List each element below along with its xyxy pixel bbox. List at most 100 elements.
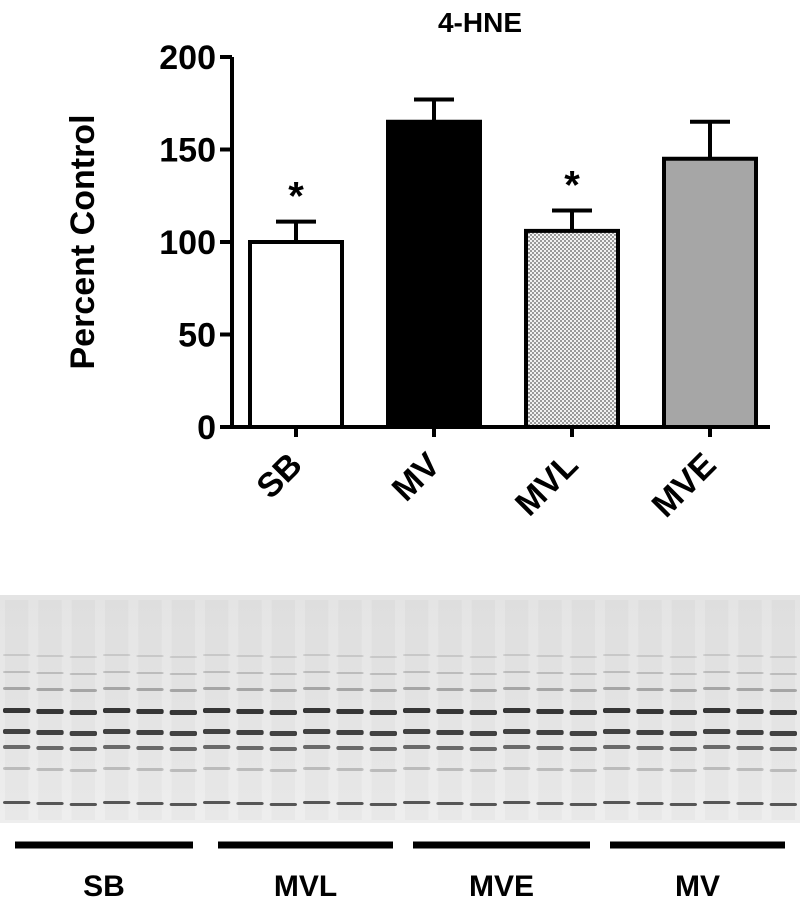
blot-band <box>403 767 431 770</box>
blot-band <box>169 656 197 658</box>
blot-band <box>169 673 197 675</box>
blot-band <box>603 654 631 656</box>
blot-band <box>169 803 197 806</box>
bar <box>662 156 758 429</box>
blot-band <box>203 729 231 734</box>
blot-band <box>469 747 497 751</box>
blot-band <box>436 746 464 750</box>
blot-band <box>569 710 597 715</box>
blot-band <box>169 731 197 736</box>
blot-band <box>569 673 597 675</box>
blot-band <box>769 747 797 751</box>
blot-lane-smear <box>371 600 395 820</box>
group-label: MVE <box>469 870 534 898</box>
blot-band <box>769 673 797 675</box>
blot-band <box>103 745 131 749</box>
blot-band <box>203 654 231 656</box>
blot-band <box>269 673 297 675</box>
blot-band <box>636 672 664 674</box>
blot-band <box>169 689 197 692</box>
blot-lane-smear <box>471 600 495 820</box>
y-tick-label: 150 <box>159 132 216 170</box>
blot-band <box>269 656 297 658</box>
blot-band <box>703 687 731 690</box>
blot-band <box>36 730 64 735</box>
blot-band <box>603 729 631 734</box>
blot-band <box>536 746 564 750</box>
blot-band <box>536 655 564 657</box>
blot-band <box>369 710 397 715</box>
blot-band <box>303 687 331 690</box>
blot-band <box>136 672 164 674</box>
blot-band <box>336 672 364 674</box>
blot-lane-smear <box>571 600 595 820</box>
blot-lane-smear <box>5 600 29 820</box>
blot-band <box>569 656 597 658</box>
blot-band <box>503 767 531 770</box>
blot-band <box>236 802 264 805</box>
x-tick-label: MVE <box>645 446 724 525</box>
blot-band <box>336 730 364 735</box>
blot-band <box>603 745 631 749</box>
blot-band <box>269 689 297 692</box>
blot-band <box>269 803 297 806</box>
blot-band <box>369 731 397 736</box>
blot-band <box>69 747 97 751</box>
y-tick-label: 50 <box>178 317 216 355</box>
group-label: MVL <box>274 870 337 898</box>
blot-band <box>669 673 697 675</box>
blot-band <box>736 746 764 750</box>
blot-lane-smear <box>105 600 129 820</box>
blot-band <box>503 671 531 673</box>
blot-band <box>469 803 497 806</box>
blot-band <box>469 731 497 736</box>
blot-band <box>136 746 164 750</box>
blot-band <box>69 731 97 736</box>
blot-band <box>736 768 764 771</box>
blot-lane-smear <box>538 600 562 820</box>
blot-band <box>236 746 264 750</box>
blot-band <box>536 688 564 691</box>
blot-band <box>269 769 297 772</box>
blot-band <box>303 671 331 673</box>
group-label: MV <box>675 870 720 898</box>
blot-band <box>703 745 731 749</box>
blot-band <box>536 730 564 735</box>
blot-band <box>469 689 497 692</box>
blot-band <box>703 767 731 770</box>
y-tick-label: 100 <box>159 224 216 262</box>
blot-band <box>603 801 631 804</box>
blot-band <box>736 802 764 805</box>
blot-band <box>536 768 564 771</box>
blot-band <box>369 769 397 772</box>
blot-band <box>136 768 164 771</box>
blot-band <box>436 709 464 714</box>
blot-band <box>103 687 131 690</box>
blot-band <box>403 687 431 690</box>
bar <box>524 228 620 429</box>
blot-band <box>703 671 731 673</box>
blot-band <box>203 745 231 749</box>
blot-band <box>403 801 431 804</box>
blot-band <box>36 655 64 657</box>
blot-lane-smear <box>171 600 195 820</box>
blot-lane-smear <box>505 600 529 820</box>
y-tick-label: 0 <box>197 409 216 447</box>
blot-band <box>303 745 331 749</box>
blot-band <box>669 656 697 658</box>
blot-band <box>269 731 297 736</box>
blot-band <box>236 709 264 714</box>
blot-band <box>336 802 364 805</box>
blot-lane-smear <box>605 600 629 820</box>
blot-band <box>703 708 731 713</box>
blot-band <box>136 802 164 805</box>
blot-band <box>703 729 731 734</box>
blot-band <box>303 708 331 713</box>
blot-band <box>569 689 597 692</box>
blot-band <box>436 655 464 657</box>
blot-lane-smear <box>771 600 795 820</box>
blot-band <box>269 747 297 751</box>
blot-band <box>3 801 31 804</box>
blot-band <box>236 655 264 657</box>
